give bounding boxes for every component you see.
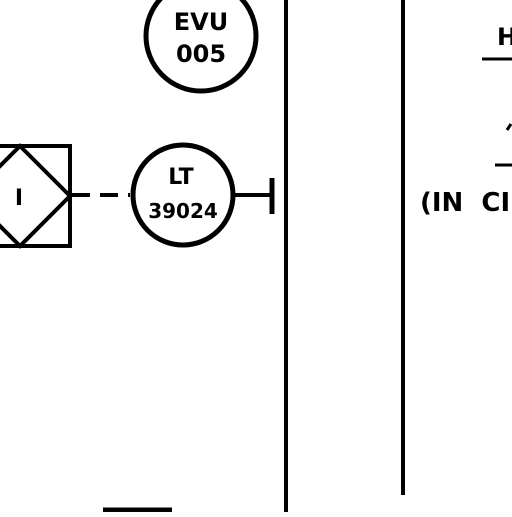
right-tick-mark xyxy=(505,123,512,131)
evu-tag: EVU xyxy=(174,8,228,36)
instrument-bubble-evu: EVU 005 xyxy=(143,0,259,94)
interlock-label: I xyxy=(15,186,23,211)
evu-number: 005 xyxy=(176,40,226,68)
right-text-top: H xyxy=(497,23,512,51)
lt-circle xyxy=(130,142,236,248)
interlock-symbol: I xyxy=(0,143,73,249)
instrument-bubble-lt: LT 39024 xyxy=(130,142,236,248)
lt-tag: LT xyxy=(168,165,193,190)
right-edge-annotation: H (IN CI xyxy=(420,23,512,218)
right-text-bottom: (IN CI xyxy=(420,188,510,218)
lt-number: 39024 xyxy=(148,199,218,223)
interlock-diamond xyxy=(0,143,73,249)
evu-circle xyxy=(143,0,259,94)
